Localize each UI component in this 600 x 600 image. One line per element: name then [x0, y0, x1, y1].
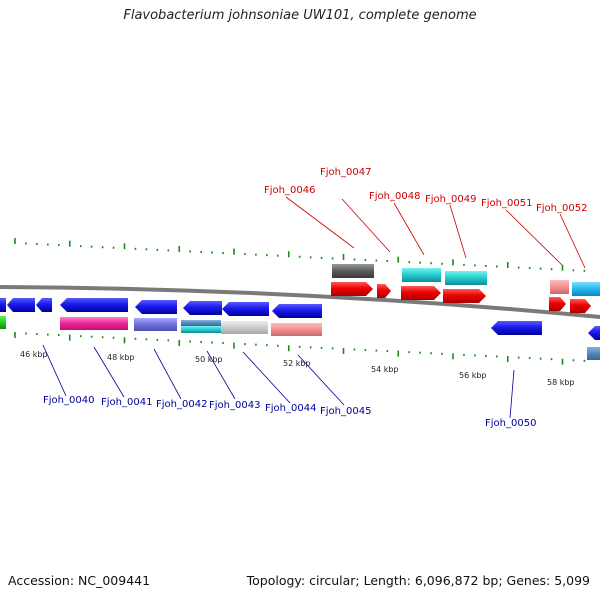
- label-fjoh-0046[interactable]: Fjoh_0046: [264, 185, 315, 196]
- label-fjoh-0048[interactable]: Fjoh_0048: [369, 191, 420, 202]
- gene-fjoh-0042[interactable]: [183, 301, 222, 315]
- map-title: Flavobacterium johnsoniae UW101, complet…: [123, 8, 477, 23]
- gene-fjoh-0052-rna[interactable]: [572, 282, 600, 296]
- gene-fjoh-0043[interactable]: [222, 302, 269, 316]
- gene-edge-right[interactable]: [588, 326, 600, 340]
- kbp-label: 48 kbp: [107, 353, 135, 362]
- label-fjoh-0050[interactable]: Fjoh_0050: [485, 418, 536, 429]
- kbp-label: 50 kbp: [195, 355, 223, 364]
- gene-fjoh-0050[interactable]: [491, 321, 542, 335]
- kbp-label: 46 kbp: [20, 350, 48, 359]
- gene-edge-left-a[interactable]: [0, 298, 6, 312]
- forward-strand-genes: [331, 264, 600, 313]
- gene-fjoh-0048[interactable]: [401, 286, 441, 300]
- kbp-label: 52 kbp: [283, 359, 311, 368]
- gene-fjoh-0046-rna[interactable]: [332, 264, 374, 278]
- reverse-gene-labels: Fjoh_0040 Fjoh_0041 Fjoh_0042 Fjoh_0043 Fjoh…: [43, 395, 536, 429]
- gene-fjoh-0042-rna[interactable]: [134, 318, 177, 331]
- label-fjoh-0045[interactable]: Fjoh_0045: [320, 406, 371, 417]
- gene-fjoh-0044-rna[interactable]: [221, 321, 268, 334]
- gene-fjoh-0049[interactable]: [443, 289, 486, 303]
- gene-fjoh-0049-rna[interactable]: [445, 271, 487, 285]
- label-fjoh-0043[interactable]: Fjoh_0043: [209, 400, 260, 411]
- gene-fjoh-0045-rna[interactable]: [271, 323, 322, 336]
- label-fjoh-0044[interactable]: Fjoh_0044: [265, 403, 316, 414]
- kbp-label: 58 kbp: [547, 378, 575, 387]
- reverse-leader-lines: [42, 344, 515, 419]
- gene-fjoh-0046[interactable]: [331, 282, 373, 296]
- gene-edge-left-b[interactable]: [7, 298, 35, 312]
- reverse-strand-genes: [0, 298, 600, 360]
- kbp-label: 54 kbp: [371, 365, 399, 374]
- label-fjoh-0042[interactable]: Fjoh_0042: [156, 399, 207, 410]
- gene-edge-left-green[interactable]: [0, 316, 6, 329]
- label-fjoh-0051[interactable]: Fjoh_0051: [481, 198, 532, 209]
- gene-fjoh-0052[interactable]: [570, 299, 591, 313]
- gene-fjoh-0041[interactable]: [135, 300, 177, 314]
- gene-fjoh-0048-rna[interactable]: [402, 268, 441, 282]
- genome-backbone: [0, 285, 600, 320]
- accession-label: Accession: NC_009441: [8, 573, 151, 588]
- label-fjoh-0049[interactable]: Fjoh_0049: [425, 194, 476, 205]
- gene-edge-right-steel[interactable]: [587, 347, 600, 360]
- label-fjoh-0047[interactable]: Fjoh_0047: [320, 167, 371, 178]
- topology-summary: Topology: circular; Length: 6,096,872 bp…: [246, 573, 590, 588]
- gene-fjoh-0043-rna-b[interactable]: [181, 326, 221, 333]
- gene-fjoh-0044[interactable]: [272, 304, 322, 318]
- kbp-label: 56 kbp: [459, 371, 487, 380]
- label-fjoh-0040[interactable]: Fjoh_0040: [43, 395, 94, 406]
- gene-fjoh-0051-rna[interactable]: [550, 280, 569, 294]
- gene-edge-left-c[interactable]: [36, 298, 52, 312]
- tick-marks-lower: [14, 332, 586, 365]
- label-fjoh-0052[interactable]: Fjoh_0052: [536, 203, 587, 214]
- forward-gene-labels: Fjoh_0046 Fjoh_0047 Fjoh_0048 Fjoh_0049 Fjoh…: [264, 167, 587, 214]
- gene-fjoh-0043-rna-a[interactable]: [181, 320, 221, 326]
- forward-leader-lines: [285, 196, 586, 269]
- tick-marks-upper: [14, 238, 586, 272]
- kbp-scale-labels: 46 kbp 48 kbp 50 kbp 52 kbp 54 kbp 56 kbp 58 k…: [20, 350, 575, 387]
- gene-fjoh-0040[interactable]: [60, 298, 128, 312]
- gene-fjoh-0047[interactable]: [377, 284, 391, 298]
- gene-fjoh-0041-rna[interactable]: [60, 317, 128, 330]
- gene-fjoh-0051[interactable]: [549, 297, 566, 311]
- label-fjoh-0041[interactable]: Fjoh_0041: [101, 397, 152, 408]
